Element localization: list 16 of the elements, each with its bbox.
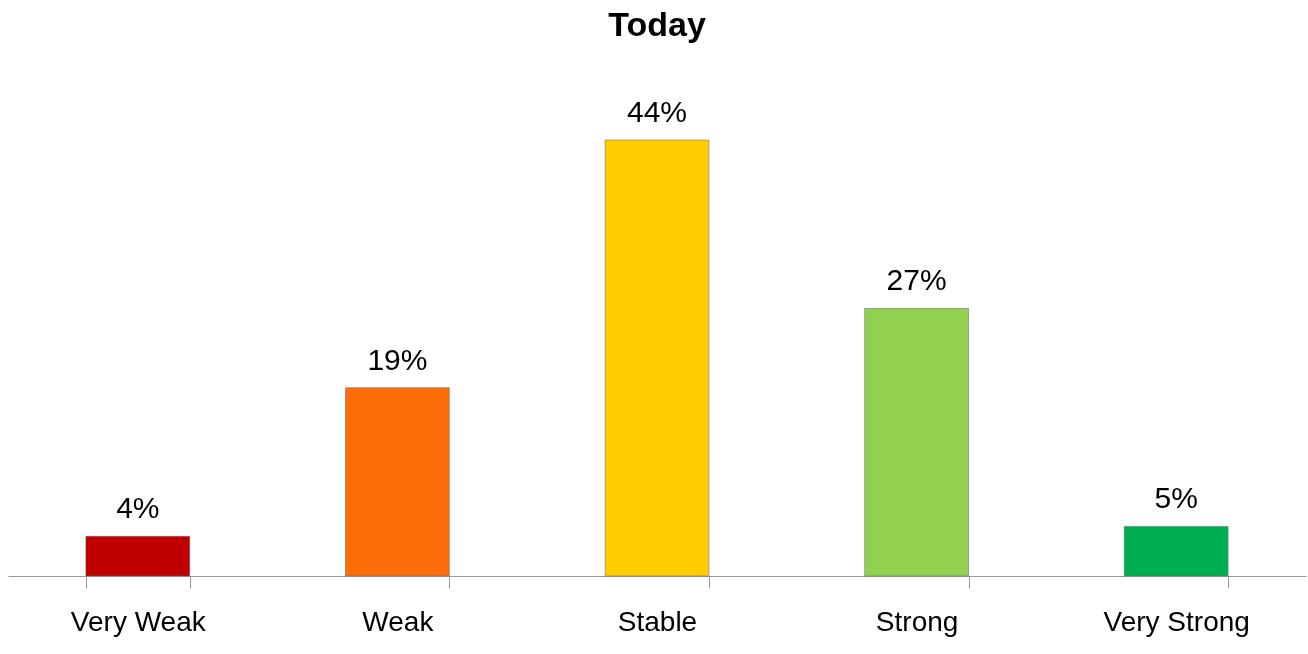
x-tick-label: Very Strong	[1103, 605, 1250, 637]
x-tick-label: Very Weak	[70, 605, 207, 637]
data-label: 5%	[1154, 481, 1198, 515]
bar	[1123, 525, 1229, 577]
x-tick-label: Stable	[617, 605, 698, 637]
data-label: 19%	[367, 342, 428, 376]
bar	[864, 307, 970, 577]
x-tick-label: Strong	[875, 605, 959, 637]
chart-title: Today	[608, 5, 706, 43]
data-label: 4%	[116, 491, 160, 525]
bar	[85, 535, 191, 577]
data-label: 44%	[626, 95, 688, 128]
data-label: 27%	[886, 263, 947, 297]
bar	[344, 387, 450, 577]
bar	[604, 139, 710, 577]
x-tick-label: Weak	[362, 605, 435, 637]
